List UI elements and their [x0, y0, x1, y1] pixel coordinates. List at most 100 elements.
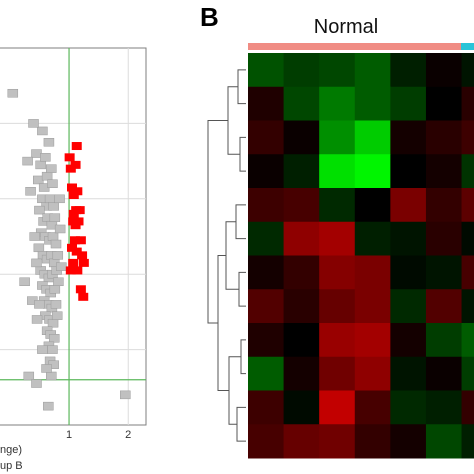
- data-point-grey: [44, 194, 56, 204]
- data-point-grey: [40, 153, 51, 162]
- heatmap-cell: [283, 221, 320, 256]
- heatmap-cell: [283, 86, 320, 121]
- data-point-grey: [49, 285, 61, 294]
- heatmap-cell: [461, 86, 474, 121]
- group-bar-normal: [248, 43, 461, 50]
- heatmap-cell: [354, 221, 391, 256]
- data-point-grey: [50, 300, 62, 309]
- heatmap-cell: [319, 120, 356, 155]
- dendrogram-branch: [217, 255, 229, 391]
- group-color-bar: [248, 43, 474, 50]
- x-tick-label-1: 1: [66, 429, 72, 441]
- heatmap-cell: [248, 356, 285, 391]
- heatmap-cell: [461, 120, 474, 155]
- x-tick-label-2: 2: [125, 429, 131, 441]
- dendrogram-branch: [207, 120, 228, 324]
- data-point-red: [78, 292, 89, 301]
- data-point-red: [75, 285, 86, 294]
- heatmap-cell: [425, 390, 463, 425]
- dendrogram-branch: [240, 339, 246, 375]
- data-point-red: [78, 258, 89, 267]
- heatmap-cell: [390, 86, 427, 121]
- dendrogram-branch: [237, 69, 246, 105]
- heatmap-cell: [461, 154, 474, 189]
- heatmap-cell: [248, 255, 285, 290]
- data-point-red: [75, 236, 86, 245]
- data-point-grey: [51, 311, 63, 320]
- heatmap-cell: [248, 188, 285, 223]
- threshold-lines: [0, 48, 146, 425]
- data-point-red: [68, 191, 79, 200]
- heatmap-panel: B Normal: [200, 2, 474, 459]
- heatmap-cell: [319, 188, 356, 223]
- data-point-red: [71, 142, 82, 151]
- data-point-grey: [47, 179, 58, 188]
- heatmap-cell: [283, 255, 320, 290]
- heatmap-cell: [248, 53, 285, 88]
- data-point-grey: [33, 175, 44, 185]
- heatmap-cell: [248, 323, 285, 358]
- data-point-grey: [49, 213, 61, 222]
- dendrogram-branch: [228, 356, 241, 425]
- heatmap-cell: [390, 390, 427, 425]
- data-point-grey: [28, 119, 39, 128]
- heatmap-cell: [319, 356, 356, 391]
- heatmap-cell: [319, 289, 356, 324]
- data-point-grey: [7, 88, 19, 98]
- heatmap-cell: [248, 390, 285, 425]
- data-point-grey: [31, 258, 42, 268]
- heatmap-cell: [248, 221, 285, 256]
- heatmap-cell: [425, 120, 463, 155]
- heatmap-cell: [425, 356, 463, 391]
- data-point-grey: [46, 164, 57, 173]
- heatmap-cell: [354, 289, 391, 324]
- data-point-grey: [33, 243, 45, 253]
- data-point-grey: [52, 251, 64, 260]
- data-point-grey: [34, 300, 45, 309]
- heatmap-cell: [390, 188, 427, 223]
- data-point-grey: [48, 334, 60, 343]
- heatmap-cell: [354, 154, 391, 189]
- heatmap-cell: [425, 323, 463, 358]
- heatmap-cell: [283, 53, 320, 88]
- data-point-grey: [37, 345, 48, 354]
- heatmap-cell: [248, 289, 285, 324]
- heatmap-cell: [390, 323, 427, 358]
- x-axis-label-fragment: nge): [0, 444, 22, 456]
- data-point-grey: [31, 315, 43, 324]
- data-point-grey: [53, 277, 64, 286]
- heatmap-cell: [425, 86, 463, 121]
- heatmap-cell: [283, 120, 320, 155]
- heatmap-cell: [354, 356, 391, 391]
- heatmap-cell: [425, 289, 463, 324]
- heatmap-cell: [461, 356, 474, 391]
- panel-letter-b: B: [200, 2, 219, 32]
- heatmap-cell: [461, 323, 474, 358]
- data-point-grey: [46, 371, 57, 381]
- heatmap-cell: [354, 323, 391, 358]
- data-point-grey: [47, 345, 58, 354]
- heatmap-cell: [354, 255, 391, 290]
- heatmap-cell: [319, 86, 356, 121]
- heatmap-cell: [461, 424, 474, 459]
- data-point-grey: [23, 371, 35, 381]
- heatmap-cell: [248, 424, 285, 459]
- heatmap-cell: [425, 188, 463, 223]
- data-point-red: [67, 183, 77, 192]
- heatmap-cell: [425, 53, 463, 88]
- heatmap-cell: [319, 323, 356, 358]
- data-point-red: [69, 236, 80, 245]
- heatmap-cell: [390, 424, 427, 459]
- data-point-red: [77, 251, 88, 260]
- heatmap-cell: [248, 120, 285, 155]
- heatmap-cell: [425, 424, 463, 459]
- heatmap-cell: [319, 154, 356, 189]
- heatmap-cell: [248, 154, 285, 189]
- data-point-red: [64, 153, 75, 162]
- data-point-red: [72, 266, 83, 275]
- heatmap-cell: [425, 255, 463, 290]
- data-point-red: [68, 258, 79, 267]
- data-point-red: [65, 266, 76, 275]
- heatmap-cell: [461, 390, 474, 425]
